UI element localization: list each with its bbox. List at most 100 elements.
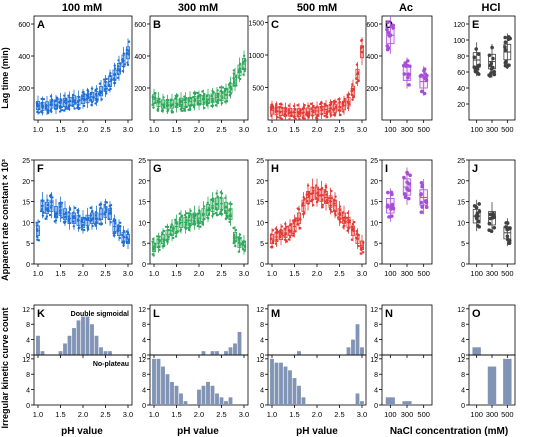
x-tick-label: 100 [470, 125, 483, 134]
data-point [233, 237, 236, 240]
data-point [283, 114, 286, 118]
data-point [47, 111, 50, 115]
data-point [84, 217, 88, 220]
data-point [278, 231, 282, 234]
data-point [83, 216, 86, 220]
data-point [491, 56, 495, 61]
data-point [312, 191, 315, 195]
data-point [407, 196, 411, 201]
x-tick-label: 2.0 [78, 410, 88, 419]
data-point [86, 90, 90, 93]
data-point [205, 104, 209, 107]
data-point [78, 215, 81, 218]
data-point [77, 95, 81, 99]
data-point [346, 93, 349, 97]
data-point [113, 73, 116, 76]
data-point [81, 91, 84, 94]
y-tick-label: 5 [374, 241, 378, 248]
panel-letter: C [271, 19, 279, 31]
data-point [386, 20, 390, 25]
data-point [419, 200, 424, 205]
x-tick-label: 3.0 [357, 125, 367, 134]
y-tick-label: 8 [26, 322, 30, 329]
data-point [422, 68, 426, 73]
data-point [491, 211, 495, 216]
y-tick-label: 5 [142, 241, 146, 248]
data-point [343, 220, 347, 224]
data-point [291, 232, 295, 235]
y-tick-label: 60 [457, 70, 465, 77]
data-point [225, 216, 229, 219]
data-point [232, 239, 236, 243]
data-point [46, 208, 50, 211]
y-tick-label: 1000 [248, 53, 264, 60]
data-point [385, 203, 390, 208]
y-tick-label: 15 [138, 200, 146, 207]
data-point [197, 222, 200, 226]
data-point [125, 48, 129, 52]
data-point [307, 116, 310, 119]
data-point [211, 206, 214, 210]
data-point [113, 67, 117, 70]
data-point [281, 106, 284, 110]
data-point [154, 101, 157, 104]
panel-O2: 0 4 8 12 100 300 500 [457, 354, 516, 419]
data-point [225, 87, 229, 91]
x-tick-label: 100 [384, 410, 397, 419]
data-point [237, 250, 241, 253]
bar [402, 401, 412, 405]
data-point [64, 105, 68, 109]
data-point [105, 87, 108, 90]
data-point [503, 48, 508, 52]
data-point [237, 70, 240, 74]
data-point [339, 106, 342, 109]
data-point [298, 227, 302, 230]
data-point [167, 104, 170, 107]
data-point [127, 240, 130, 243]
data-point [199, 93, 202, 97]
x-tick-label: 2.0 [78, 125, 88, 134]
data-point [293, 218, 296, 222]
data-point [169, 233, 172, 236]
data-point [58, 201, 62, 205]
panel-letter: K [37, 308, 45, 320]
data-point [193, 223, 197, 226]
data-point [71, 96, 75, 100]
data-point [82, 92, 86, 96]
data-point [182, 98, 186, 101]
data-point [330, 210, 333, 213]
data-point [473, 67, 478, 71]
data-point [232, 76, 235, 80]
data-point [98, 92, 101, 95]
data-point [321, 203, 325, 207]
data-point [355, 77, 358, 80]
bar [385, 397, 395, 405]
x-tick-label: 1.5 [289, 125, 299, 134]
data-point [224, 205, 228, 208]
x-tick-label: 3.0 [239, 410, 249, 419]
data-point [214, 104, 218, 107]
data-point [301, 112, 304, 115]
data-point [328, 207, 332, 211]
data-point [42, 211, 45, 215]
data-point [232, 226, 235, 230]
data-point [191, 96, 195, 99]
data-point [209, 198, 213, 201]
y-tick-label: 0 [260, 403, 264, 410]
data-point [316, 194, 320, 197]
data-point [82, 228, 86, 232]
data-point [94, 102, 97, 105]
data-point [507, 63, 511, 67]
data-point [107, 83, 111, 87]
data-point [311, 114, 314, 117]
data-point [224, 93, 228, 97]
data-point [244, 67, 247, 71]
x-tick-label: 2.5 [334, 125, 344, 134]
data-point [109, 72, 112, 75]
data-point [127, 238, 130, 241]
data-point [303, 103, 306, 107]
data-point [238, 62, 242, 66]
col-title-500mM: 500 mM [297, 2, 337, 14]
data-point [41, 106, 44, 109]
